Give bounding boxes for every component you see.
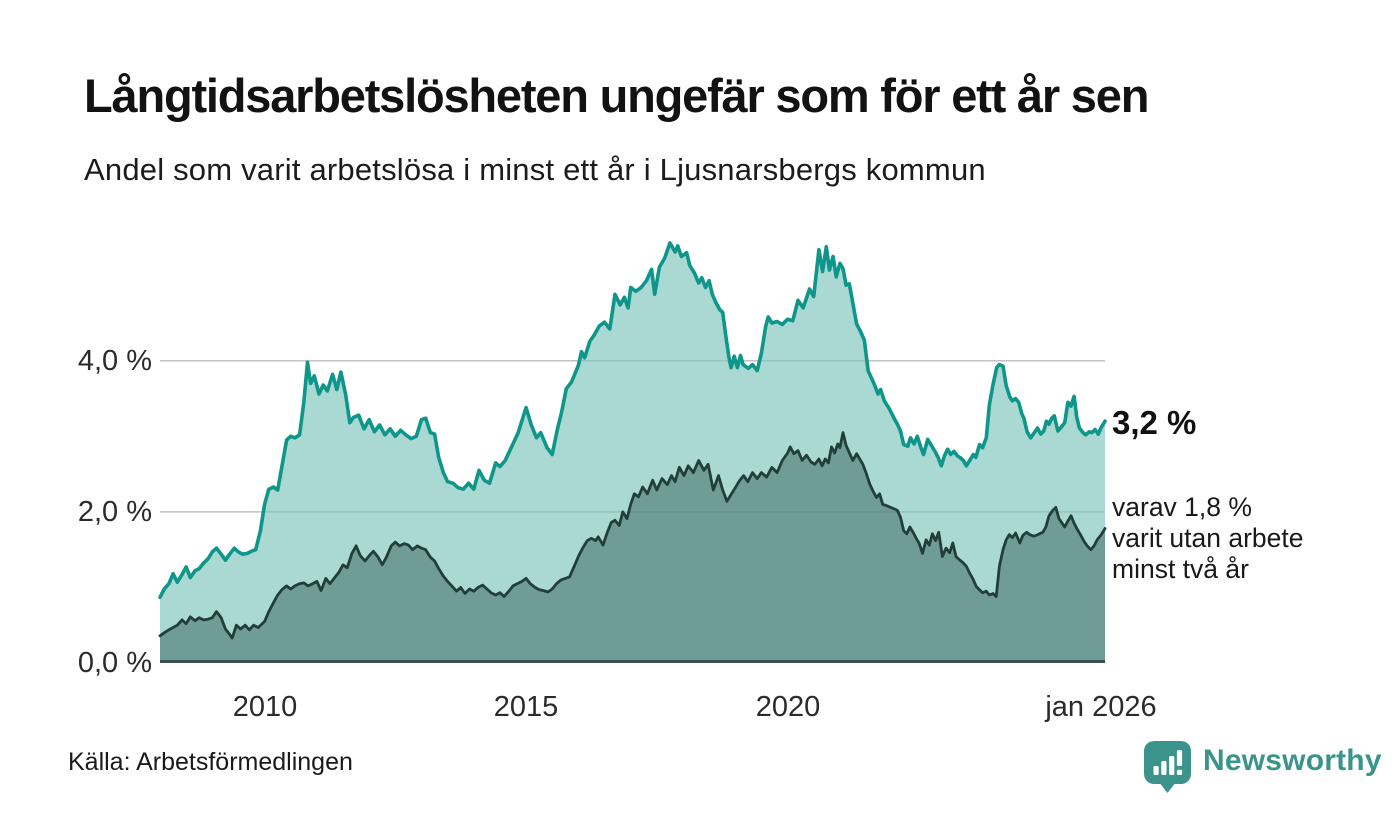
series-line-very-long-term bbox=[158, 431, 1107, 640]
x-axis-tick-jan-2026: jan 2026 bbox=[1045, 691, 1157, 723]
x-axis-tick-2020: 2020 bbox=[755, 691, 821, 723]
y-axis-tick-0: 0,0 % bbox=[77, 647, 152, 679]
series-line-long-term bbox=[158, 241, 1107, 600]
end-label-secondary-line-2: varit utan arbete bbox=[1112, 523, 1304, 553]
source-credit: Källa: Arbetsförmedlingen bbox=[68, 748, 353, 776]
x-axis-tick-2015: 2015 bbox=[493, 691, 559, 723]
end-label-secondary-line-3: minst två år bbox=[1112, 554, 1249, 584]
end-value-label-very-long-term: varav 1,8 % varit utan arbete minst två … bbox=[1112, 492, 1304, 585]
page-title: Långtidsarbetslösheten ungefär som för e… bbox=[84, 69, 1149, 122]
newsworthy-wordmark: Newsworthy bbox=[1203, 744, 1382, 777]
end-value-label-long-term: 3,2 % bbox=[1112, 404, 1197, 441]
x-axis-tick-2010: 2010 bbox=[232, 691, 298, 723]
y-axis-tick-4: 4,0 % bbox=[77, 345, 152, 377]
y-axis-tick-2: 2,0 % bbox=[77, 496, 152, 528]
series-area-very-long-term bbox=[160, 432, 1105, 663]
end-label-secondary-line-1: varav 1,8 % bbox=[1112, 492, 1252, 522]
newsworthy-logo-icon bbox=[1144, 741, 1191, 793]
page-subtitle: Andel som varit arbetslösa i minst ett å… bbox=[84, 152, 986, 187]
